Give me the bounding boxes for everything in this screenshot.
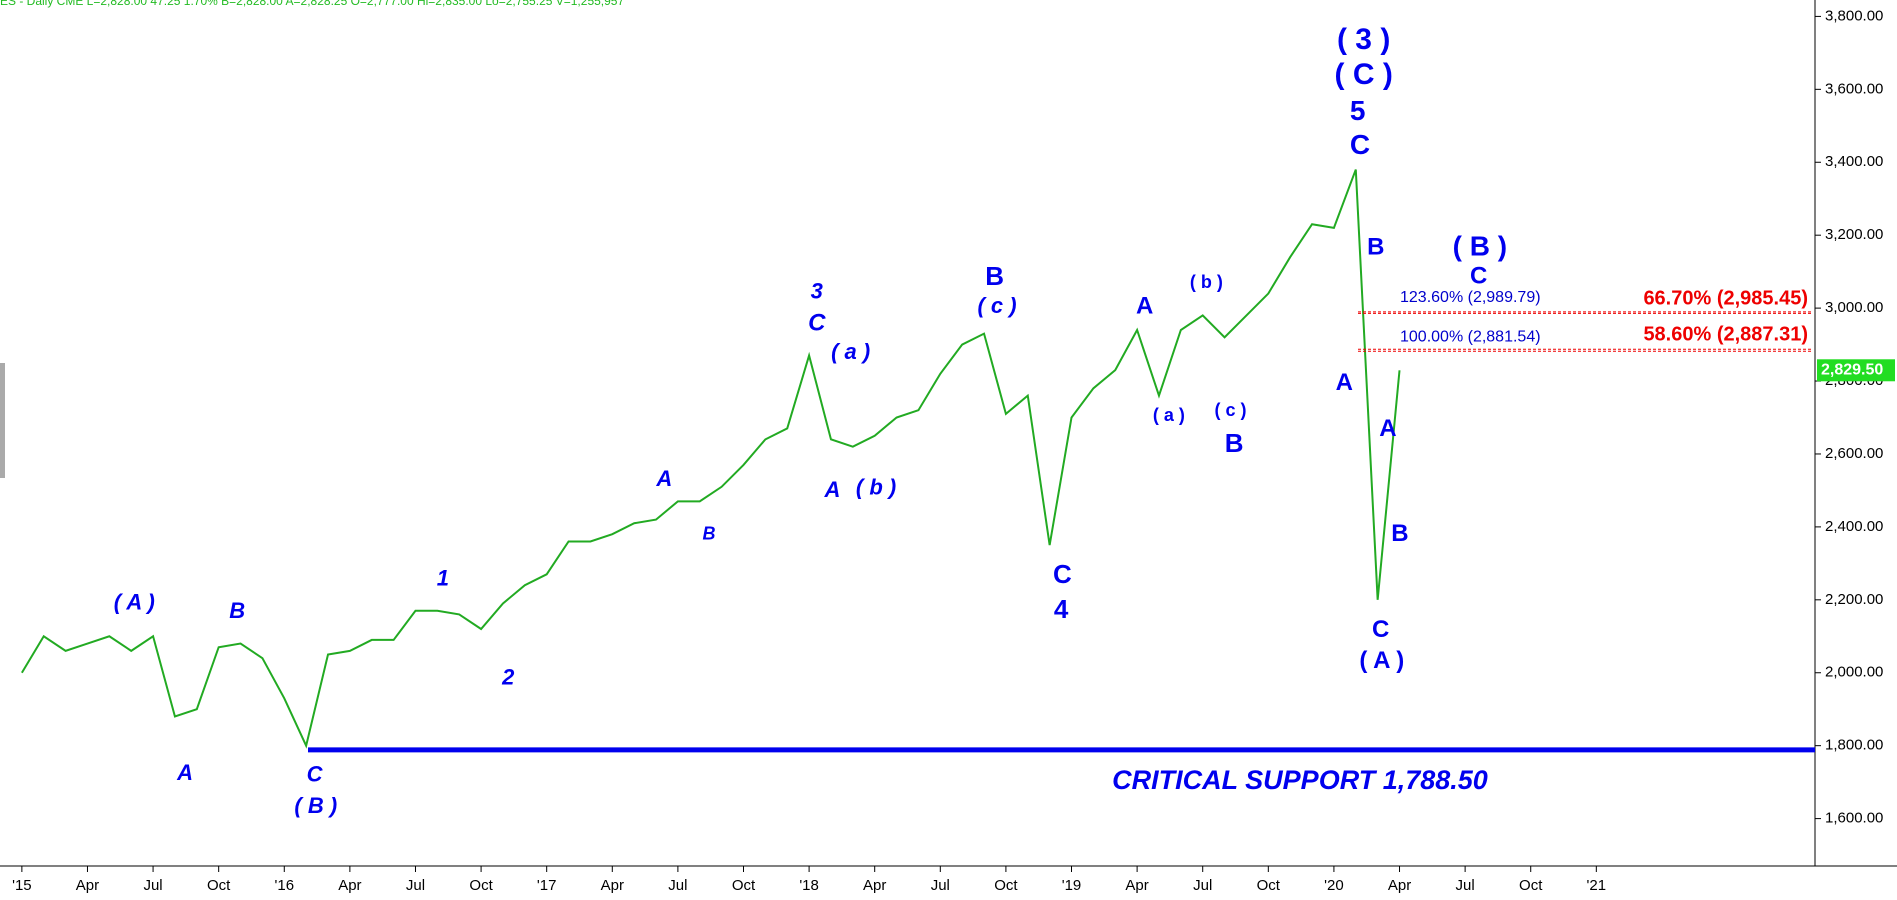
x-tick-label: Oct xyxy=(469,877,493,894)
x-tick-label: Apr xyxy=(1388,877,1411,894)
wave-label: 2 xyxy=(501,665,515,690)
side-tab[interactable] xyxy=(0,363,5,478)
fib-label: 123.60% (2,989.79) xyxy=(1400,289,1541,306)
header: ES - Daily CME L=2,828.00 47.25 1.70% B=… xyxy=(0,0,624,8)
wave-label: A xyxy=(1379,415,1396,442)
last-price-label: 2,829.50 xyxy=(1821,362,1883,379)
fib-label: 58.60% (2,887.31) xyxy=(1643,323,1808,345)
x-tick-label: Oct xyxy=(1519,877,1543,894)
wave-label: B xyxy=(1367,233,1384,260)
wave-label: C xyxy=(1470,262,1487,289)
y-tick-label: 3,200.00 xyxy=(1825,226,1883,243)
wave-label: C xyxy=(1053,559,1072,589)
x-tick-label: '19 xyxy=(1062,877,1082,894)
wave-label: ( c ) xyxy=(977,293,1016,318)
x-tick-label: '18 xyxy=(799,877,819,894)
wave-label: ( a ) xyxy=(1153,405,1185,425)
price-line xyxy=(21,169,1401,749)
wave-label: 4 xyxy=(1054,594,1069,624)
x-tick-label: Apr xyxy=(1125,877,1148,894)
wave-label: ( B ) xyxy=(294,793,337,818)
x-tick-label: '16 xyxy=(274,877,294,894)
wave-label: ( c ) xyxy=(1215,400,1247,420)
wave-label: 1 xyxy=(437,565,449,590)
wave-label: ( b ) xyxy=(1190,272,1223,292)
wave-label: 3 xyxy=(811,279,823,304)
y-tick-label: 2,200.00 xyxy=(1825,591,1883,608)
wave-label: B xyxy=(1391,520,1408,547)
x-tick-label: Jul xyxy=(931,877,950,894)
wave-label: A xyxy=(824,477,841,502)
wave-label: C xyxy=(1372,616,1389,643)
wave-label: ( a ) xyxy=(831,339,870,364)
x-tick-label: Jul xyxy=(668,877,687,894)
x-tick-label: Jul xyxy=(1193,877,1212,894)
wave-label: ( 3 ) xyxy=(1337,23,1390,56)
wave-label: A xyxy=(176,760,193,785)
support-label: CRITICAL SUPPORT 1,788.50 xyxy=(1112,765,1488,795)
wave-label: A xyxy=(1336,369,1353,396)
y-tick-label: 3,000.00 xyxy=(1825,299,1883,316)
x-tick-label: Apr xyxy=(76,877,99,894)
x-tick-label: Oct xyxy=(732,877,756,894)
wave-label: B xyxy=(229,598,245,623)
wave-label: ( A ) xyxy=(1359,647,1404,674)
y-tick-label: 3,600.00 xyxy=(1825,80,1883,97)
y-tick-label: 1,800.00 xyxy=(1825,737,1883,754)
wave-label: C xyxy=(808,310,826,337)
wave-label: B xyxy=(703,524,716,544)
wave-label: ( b ) xyxy=(856,475,896,500)
x-tick-label: Apr xyxy=(863,877,886,894)
y-tick-label: 2,600.00 xyxy=(1825,445,1883,462)
wave-label: B xyxy=(1225,428,1244,458)
y-tick-label: 3,400.00 xyxy=(1825,153,1883,170)
x-tick-label: Jul xyxy=(406,877,425,894)
last-price-box xyxy=(1817,359,1895,382)
wave-label: ( B ) xyxy=(1453,230,1507,261)
y-tick-label: 3,800.00 xyxy=(1825,7,1883,24)
wave-label: C xyxy=(307,761,324,786)
wave-label: A xyxy=(655,466,672,491)
x-tick-label: Oct xyxy=(207,877,231,894)
y-tick-label: 2,400.00 xyxy=(1825,518,1883,535)
x-tick-label: '20 xyxy=(1324,877,1344,894)
wave-label: ( C ) xyxy=(1335,58,1393,91)
wave-label: B xyxy=(985,261,1004,291)
wave-label: C xyxy=(1350,129,1370,160)
x-tick-label: Oct xyxy=(1257,877,1281,894)
wave-label: 5 xyxy=(1350,95,1366,126)
x-tick-label: Apr xyxy=(338,877,361,894)
x-tick-label: '21 xyxy=(1587,877,1607,894)
wave-label: ( A ) xyxy=(114,590,155,615)
fib-label: 100.00% (2,881.54) xyxy=(1400,329,1541,346)
x-tick-label: Jul xyxy=(1456,877,1475,894)
x-tick-label: Oct xyxy=(994,877,1018,894)
fib-label: 66.70% (2,985.45) xyxy=(1643,288,1808,310)
y-tick-label: 2,000.00 xyxy=(1825,664,1883,681)
x-tick-label: Jul xyxy=(143,877,162,894)
y-tick-label: 1,600.00 xyxy=(1825,810,1883,827)
x-tick-label: Apr xyxy=(601,877,624,894)
x-tick-label: '17 xyxy=(537,877,557,894)
x-tick-label: '15 xyxy=(12,877,32,894)
wave-label: A xyxy=(1136,293,1153,320)
